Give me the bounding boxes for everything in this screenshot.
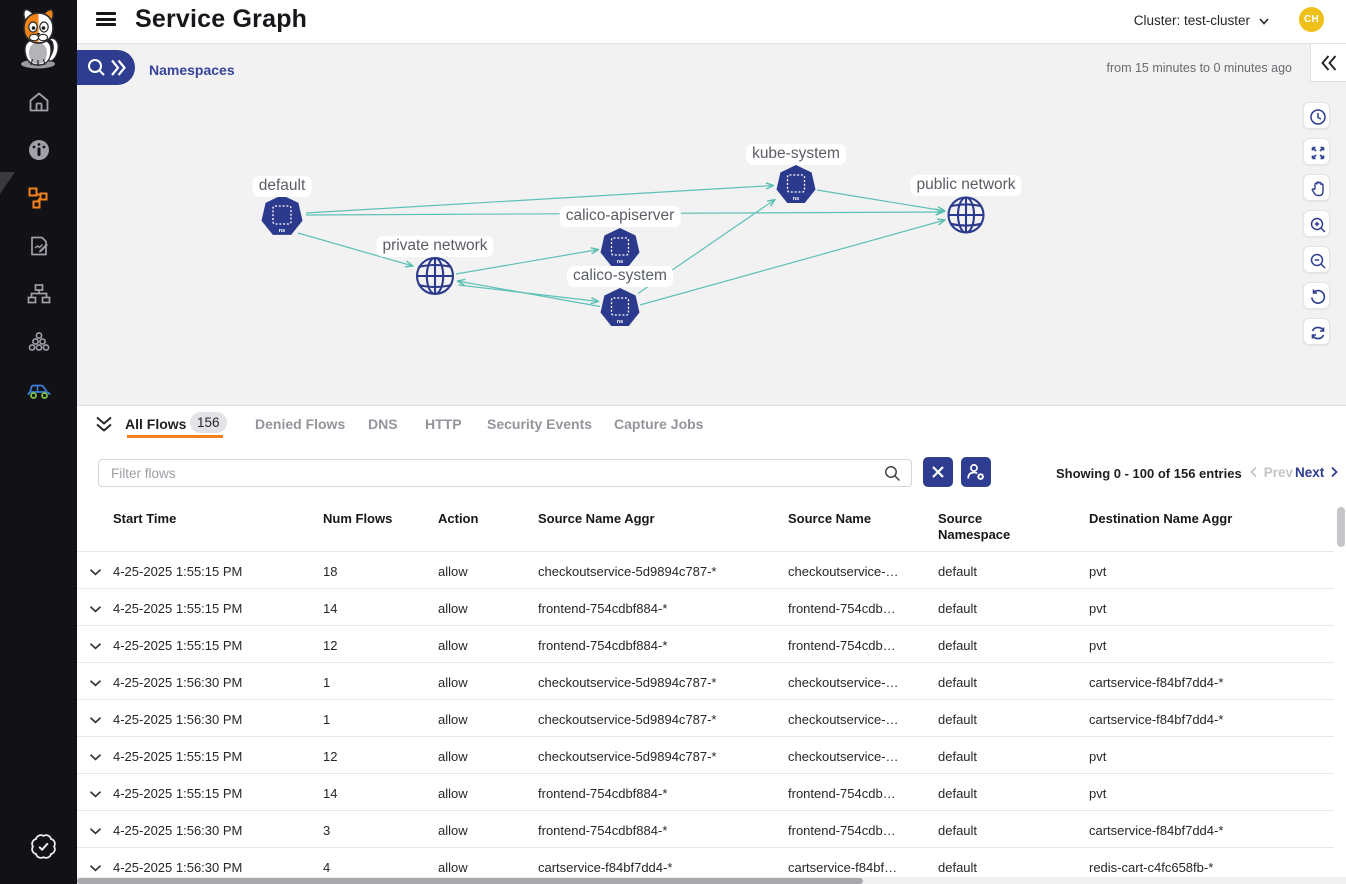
- svg-text:ns: ns: [617, 259, 623, 265]
- svg-text:ns: ns: [279, 228, 285, 234]
- svg-text:ns: ns: [793, 196, 799, 202]
- svg-text:ns: ns: [617, 319, 623, 325]
